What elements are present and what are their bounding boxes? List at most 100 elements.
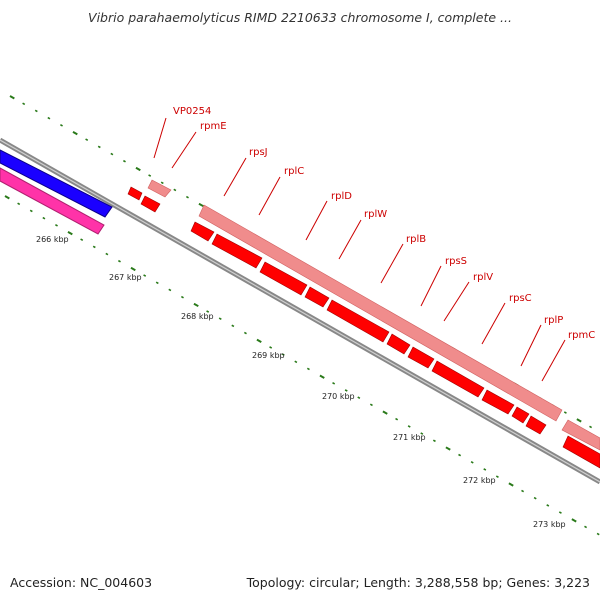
tick-mark: [173, 188, 177, 192]
gene-label-rplc: rplC: [284, 166, 304, 177]
gene-arrow-rpss: [386, 333, 411, 355]
tick-mark: [470, 460, 474, 464]
tick-mark: [256, 338, 262, 343]
map-title: Vibrio parahaemolyticus RIMD 2210633 chr…: [88, 10, 512, 25]
tick-mark: [294, 360, 298, 364]
blue-feature: [0, 149, 113, 218]
tick-marks: [4, 95, 600, 536]
axis-label-271: 271 kbp: [393, 433, 426, 442]
tick-mark: [589, 425, 593, 429]
tick-mark: [563, 411, 567, 414]
gene-arrow-rplc: [211, 233, 263, 269]
tick-mark: [533, 496, 537, 500]
tick-mark: [231, 324, 235, 328]
tick-mark: [269, 346, 273, 349]
tick-mark: [243, 331, 247, 335]
tick-mark: [47, 116, 51, 120]
pink-feature: [0, 167, 105, 235]
tick-mark: [97, 145, 101, 149]
axis-label-266: 266 kbp: [36, 235, 69, 244]
gene-arrow-rplv: [407, 346, 435, 369]
tick-mark: [546, 504, 550, 507]
tick-mark: [218, 317, 222, 321]
gene-labels: VP0254 rpmE rpsJ rplC rplD rplW rplB rps…: [153, 106, 595, 382]
backbone: [0, 137, 600, 485]
tick-mark: [67, 231, 73, 236]
axis-label-268: 268 kbp: [181, 312, 214, 321]
tick-mark: [432, 439, 436, 443]
tick-mark: [495, 475, 499, 478]
tick-mark: [407, 425, 411, 428]
tick-mark: [168, 288, 172, 292]
gene-label-rpmc: rpmC: [568, 330, 595, 341]
gene-label-rpme: rpmE: [200, 121, 227, 132]
axis-label-269: 269 kbp: [252, 351, 285, 360]
light-gene-row: [147, 179, 600, 451]
tick-mark: [54, 224, 58, 227]
tick-mark: [59, 124, 63, 127]
gene-light-end: [561, 419, 600, 451]
tick-mark: [445, 446, 451, 451]
tick-mark: [22, 102, 26, 106]
tick-mark: [34, 109, 38, 113]
tick-mark: [155, 281, 159, 285]
gene-label-rplb: rplB: [406, 234, 426, 245]
tick-mark: [180, 295, 184, 299]
gene-arrow-rplb: [326, 299, 390, 343]
tick-mark: [72, 131, 78, 136]
gene-arrow-rpmc: [511, 406, 530, 424]
axis-label-270: 270 kbp: [322, 392, 355, 401]
tick-mark: [332, 381, 336, 385]
tick-mark: [596, 532, 600, 536]
accession-text: Accession: NC_004603: [10, 575, 153, 590]
tick-mark: [9, 95, 15, 100]
tick-mark: [122, 159, 126, 163]
tick-mark: [198, 202, 204, 208]
dark-gene-row: [127, 186, 600, 469]
gene-arrow-vp0254: [127, 186, 143, 201]
tick-mark: [420, 432, 424, 435]
tick-mark: [105, 252, 109, 256]
tick-mark: [193, 302, 199, 308]
gene-light-vp0254: [147, 179, 172, 198]
tick-mark: [130, 266, 136, 272]
tick-mark: [357, 396, 361, 399]
tick-mark: [110, 152, 114, 156]
axis-label-272: 272 kbp: [463, 476, 496, 485]
tick-mark: [306, 367, 310, 371]
gene-label-rpld: rplD: [331, 191, 352, 202]
tick-mark: [160, 181, 164, 185]
tick-mark: [4, 195, 10, 200]
gene-label-rplw: rplW: [364, 209, 387, 220]
tick-mark: [558, 511, 562, 514]
tick-mark: [584, 525, 588, 529]
tick-mark: [395, 417, 399, 421]
tick-mark: [382, 410, 388, 415]
tick-mark: [369, 403, 373, 407]
tick-mark: [344, 389, 348, 392]
gene-arrow-rpsj: [190, 221, 215, 242]
gene-label-vp0254: VP0254: [173, 106, 211, 117]
tick-mark: [458, 453, 462, 457]
gene-arrow-rpme: [140, 195, 161, 213]
gene-label-rplp: rplP: [544, 315, 563, 326]
gene-arrow-rpld: [259, 261, 308, 296]
tick-mark: [281, 353, 285, 356]
tick-mark: [17, 202, 21, 206]
tick-mark: [85, 138, 89, 142]
tick-mark: [92, 245, 96, 249]
tick-mark: [521, 489, 525, 493]
gene-label-rplv: rplV: [473, 272, 493, 283]
gene-label-rpss: rpsS: [445, 256, 467, 267]
gene-arrow-rpsc: [431, 360, 485, 398]
gene-label-rpsc: rpsC: [509, 293, 532, 304]
tick-mark: [576, 418, 582, 423]
tick-mark: [206, 310, 210, 313]
tick-mark: [483, 468, 487, 471]
gene-arrow-next: [525, 415, 547, 435]
tick-mark: [185, 195, 189, 199]
tick-mark: [143, 274, 147, 277]
tick-mark: [29, 209, 33, 213]
tick-mark: [148, 174, 152, 177]
